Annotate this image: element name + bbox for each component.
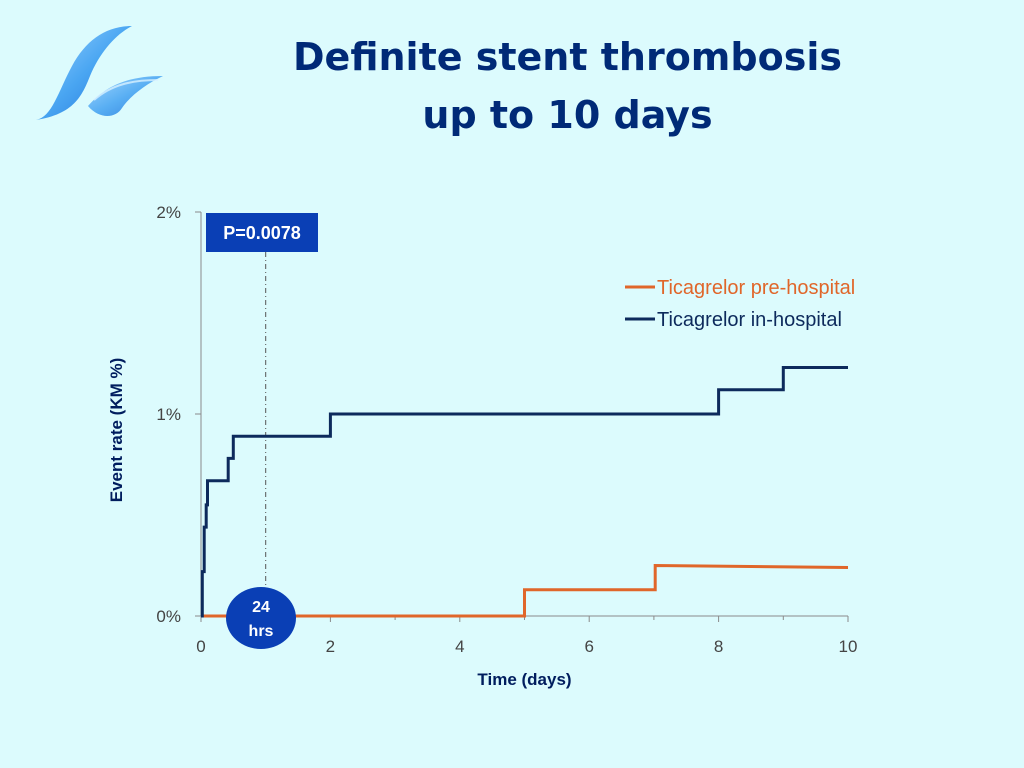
x-axis-title: Time (days) xyxy=(477,670,571,689)
legend-label-ticagrelor-in-hospital: Ticagrelor in-hospital xyxy=(657,309,842,331)
series-line-ticagrelor-in-hospital xyxy=(200,366,848,618)
time-marker-line2: hrs xyxy=(249,623,274,640)
legend: Ticagrelor pre-hospital Ticagrelor in-hos… xyxy=(625,277,855,331)
series-line-ticagrelor-pre-hospital xyxy=(201,563,849,618)
y-axis-title: Event rate (KM %) xyxy=(107,358,126,503)
wave-logo-icon xyxy=(36,26,163,120)
p-value-label: P=0.0078 xyxy=(223,223,301,243)
x-tick-label: 10 xyxy=(839,637,858,656)
time-marker-badge: 24 hrs xyxy=(226,587,296,649)
p-value-badge: P=0.0078 xyxy=(206,213,318,252)
y-tick-label: 1% xyxy=(156,405,181,424)
p-value-badge-bg xyxy=(206,213,318,252)
x-tick-label: 2 xyxy=(326,637,335,656)
x-tick-label: 0 xyxy=(196,637,205,656)
y-tick-label: 2% xyxy=(156,203,181,222)
x-tick-label: 8 xyxy=(714,637,723,656)
time-marker-circle xyxy=(226,587,296,649)
slide-title: Definite stent thrombosis up to 10 days xyxy=(210,28,925,144)
y-tick-label: 0% xyxy=(156,607,181,626)
x-tick-label: 6 xyxy=(584,637,593,656)
time-marker-line1: 24 xyxy=(252,599,270,616)
legend-label-ticagrelor-pre-hospital: Ticagrelor pre-hospital xyxy=(657,277,855,299)
title-line-1: Definite stent thrombosis xyxy=(293,35,842,79)
x-tick-label: 4 xyxy=(455,637,464,656)
title-line-2: up to 10 days xyxy=(422,93,713,137)
series-layer xyxy=(200,366,849,618)
